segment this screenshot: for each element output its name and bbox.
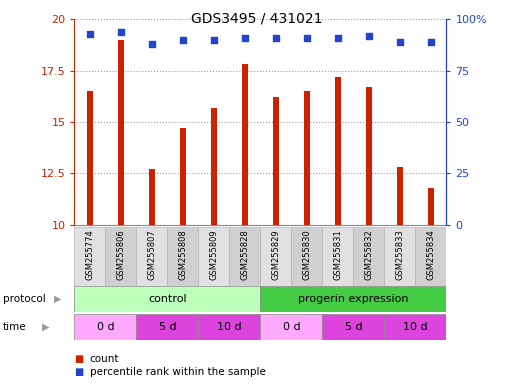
Text: GSM255834: GSM255834 <box>426 229 436 280</box>
Bar <box>199 227 229 286</box>
Point <box>303 35 311 41</box>
Text: percentile rank within the sample: percentile rank within the sample <box>90 367 266 377</box>
Bar <box>397 167 403 225</box>
Point <box>272 35 280 41</box>
Bar <box>211 108 216 225</box>
Point <box>148 41 156 47</box>
Point <box>241 35 249 41</box>
Point <box>179 37 187 43</box>
Bar <box>74 286 260 312</box>
Text: protocol: protocol <box>3 294 45 304</box>
Text: 5 d: 5 d <box>345 322 362 332</box>
Bar <box>118 40 124 225</box>
Bar <box>199 314 260 340</box>
Text: GSM255831: GSM255831 <box>333 229 342 280</box>
Bar <box>273 97 279 225</box>
Point <box>365 33 373 39</box>
Text: 10 d: 10 d <box>217 322 242 332</box>
Text: control: control <box>148 294 187 304</box>
Bar <box>180 128 186 225</box>
Text: time: time <box>3 322 26 332</box>
Point <box>396 39 404 45</box>
Bar <box>428 188 433 225</box>
Text: GSM255807: GSM255807 <box>147 229 156 280</box>
Text: count: count <box>90 354 120 364</box>
Bar <box>136 314 199 340</box>
Bar <box>242 65 248 225</box>
Text: GSM255806: GSM255806 <box>116 229 125 280</box>
Bar <box>322 314 384 340</box>
Bar <box>74 227 105 286</box>
Text: GSM255833: GSM255833 <box>396 229 404 280</box>
Bar <box>366 87 371 225</box>
Text: GDS3495 / 431021: GDS3495 / 431021 <box>191 12 322 25</box>
Bar <box>74 314 136 340</box>
Bar <box>304 91 310 225</box>
Bar <box>87 91 93 225</box>
Bar <box>136 227 167 286</box>
Text: 0 d: 0 d <box>283 322 300 332</box>
Text: ▶: ▶ <box>54 294 62 304</box>
Bar <box>167 227 199 286</box>
Text: 0 d: 0 d <box>96 322 114 332</box>
Text: GSM255832: GSM255832 <box>364 229 373 280</box>
Text: progerin expression: progerin expression <box>298 294 408 304</box>
Text: ▶: ▶ <box>42 322 50 332</box>
Bar <box>149 169 154 225</box>
Text: GSM255828: GSM255828 <box>241 229 249 280</box>
Point <box>334 35 342 41</box>
Bar <box>322 227 353 286</box>
Bar <box>335 77 341 225</box>
Bar <box>291 227 322 286</box>
Text: ■: ■ <box>74 367 84 377</box>
Point <box>427 39 435 45</box>
Bar <box>229 227 260 286</box>
Bar <box>384 314 446 340</box>
Text: GSM255830: GSM255830 <box>302 229 311 280</box>
Text: ■: ■ <box>74 354 84 364</box>
Text: GSM255829: GSM255829 <box>271 229 280 280</box>
Text: GSM255774: GSM255774 <box>85 229 94 280</box>
Bar <box>260 227 291 286</box>
Bar <box>105 227 136 286</box>
Text: GSM255809: GSM255809 <box>209 229 219 280</box>
Bar <box>384 227 416 286</box>
Bar <box>416 227 446 286</box>
Point <box>86 30 94 36</box>
Text: GSM255808: GSM255808 <box>179 229 187 280</box>
Point <box>117 28 125 35</box>
Bar <box>260 286 446 312</box>
Bar <box>353 227 384 286</box>
Text: 5 d: 5 d <box>159 322 176 332</box>
Bar <box>260 314 322 340</box>
Text: 10 d: 10 d <box>403 322 428 332</box>
Point <box>210 37 218 43</box>
